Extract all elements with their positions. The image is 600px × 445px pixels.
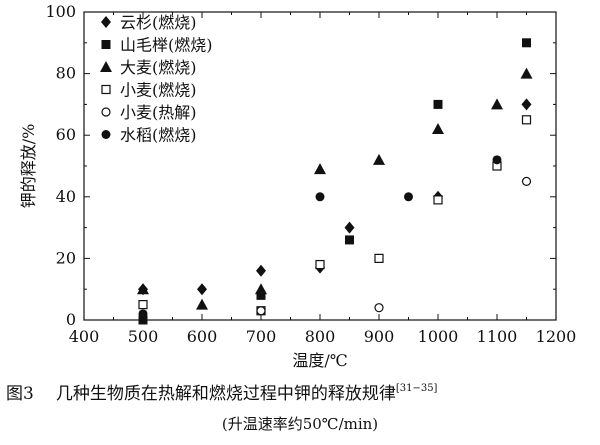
legend-marker (101, 84, 111, 95)
y-tick-label: 0 (66, 310, 76, 329)
data-point (374, 253, 384, 263)
data-point (433, 195, 443, 205)
caption-text: 几种生物质在热解和燃烧过程中钾的释放规律 (55, 384, 396, 404)
y-tick-label: 20 (56, 248, 76, 267)
caption-number: 图3 (6, 384, 34, 404)
x-tick-label: 400 (69, 327, 100, 346)
series-1 (138, 38, 531, 325)
legend-label: 山毛榉(燃烧) (120, 36, 213, 55)
data-point (138, 309, 148, 319)
legend-label: 水稻(燃烧) (120, 126, 197, 145)
legend-marker (101, 130, 111, 139)
data-point (374, 303, 384, 313)
data-point (315, 192, 325, 202)
legend-label: 小麦(燃烧) (120, 81, 197, 100)
data-point (433, 99, 443, 109)
data-point (521, 98, 532, 111)
data-point (138, 315, 148, 325)
figure-caption: 图3 几种生物质在热解和燃烧过程中钾的释放规律[31−35] (6, 378, 596, 405)
legend-label: 大麦(燃烧) (120, 58, 197, 77)
data-point (492, 155, 502, 165)
data-point (522, 38, 531, 48)
data-point (196, 298, 208, 310)
legend-label: 小麦(热解) (120, 103, 197, 122)
data-point (345, 235, 354, 245)
data-point (315, 259, 325, 270)
data-point (521, 115, 532, 125)
data-point (373, 153, 385, 165)
data-point (256, 306, 266, 316)
series-4 (256, 176, 532, 316)
figure-subcaption: (升温速率约50℃/min) (221, 415, 379, 433)
legend-marker (101, 16, 111, 28)
x-tick-label: 700 (246, 327, 277, 346)
x-tick-label: 900 (364, 327, 395, 346)
y-tick-label: 100 (45, 2, 76, 21)
legend-marker (101, 40, 111, 49)
data-point (137, 283, 149, 295)
data-point (520, 67, 533, 79)
series-2 (137, 67, 533, 310)
x-tick-label: 1000 (418, 327, 459, 346)
data-point (314, 163, 326, 175)
data-point (255, 283, 267, 295)
caption-reference: [31−35] (395, 383, 438, 394)
data-point (404, 192, 413, 202)
data-point (197, 283, 207, 296)
data-point (521, 176, 532, 186)
x-tick-label: 500 (128, 327, 159, 346)
legend-label: 云杉(燃烧) (120, 13, 197, 32)
legend-marker (100, 61, 112, 72)
y-tick-label: 40 (56, 187, 76, 206)
scatter-chart: 400 500 600 700 800 900 1000 1100 1200 0 20 40 60 80 1… (19, 2, 577, 370)
data-point (344, 221, 355, 234)
x-tick-label: 1100 (477, 327, 518, 346)
legend-marker (101, 107, 111, 117)
data-point (256, 264, 266, 277)
y-axis-title: 钾的释放/% (19, 124, 38, 209)
series-5 (138, 155, 502, 319)
series-0 (138, 98, 532, 296)
y-tick-label: 80 (56, 64, 76, 83)
data-point (491, 98, 503, 110)
data-point (256, 290, 266, 300)
x-axis-title: 温度/℃ (292, 351, 347, 370)
x-tick-label: 600 (187, 327, 218, 346)
data-point (432, 123, 444, 135)
y-tick-label: 60 (56, 125, 76, 144)
series-3 (138, 115, 532, 316)
x-tick-label: 800 (305, 327, 336, 346)
data-point (138, 300, 148, 310)
x-tick-label: 1200 (536, 327, 577, 346)
